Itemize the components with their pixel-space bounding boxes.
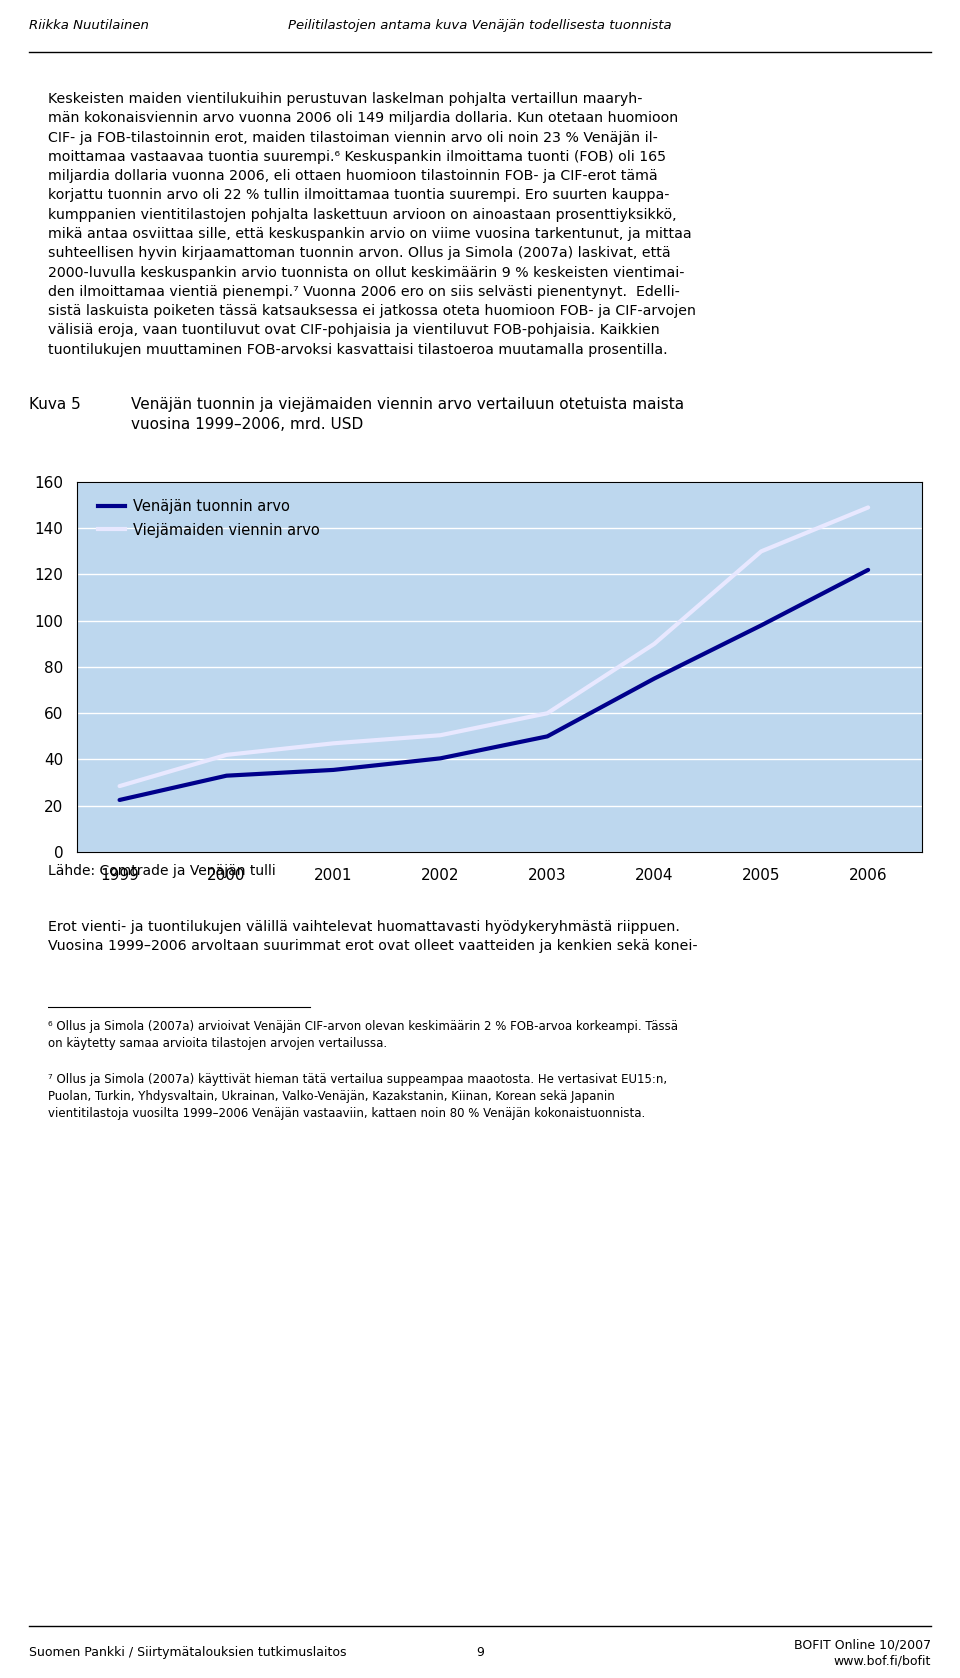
Text: Kuva 5: Kuva 5 (29, 398, 81, 413)
Text: Riikka Nuutilainen: Riikka Nuutilainen (29, 18, 149, 32)
Text: Lähde: Comtrade ja Venäjän tulli: Lähde: Comtrade ja Venäjän tulli (48, 864, 276, 878)
Text: 9: 9 (476, 1646, 484, 1660)
Text: Suomen Pankki / Siirtymätalouksien tutkimuslaitos: Suomen Pankki / Siirtymätalouksien tutki… (29, 1646, 347, 1660)
Legend: Venäjän tuonnin arvo, Viejämaiden viennin arvo: Venäjän tuonnin arvo, Viejämaiden vienni… (92, 493, 326, 544)
Text: ⁷ Ollus ja Simola (2007a) käyttivät hieman tätä vertailua suppeampaa maaotosta. : ⁷ Ollus ja Simola (2007a) käyttivät hiem… (48, 1072, 667, 1119)
Text: ⁶ Ollus ja Simola (2007a) arvioivat Venäjän CIF-arvon olevan keskimäärin 2 % FOB: ⁶ Ollus ja Simola (2007a) arvioivat Venä… (48, 1020, 678, 1050)
Text: Peilitilastojen antama kuva Venäjän todellisesta tuonnista: Peilitilastojen antama kuva Venäjän tode… (288, 18, 672, 32)
Text: Erot vienti- ja tuontilukujen välillä vaihtelevat huomattavasti hyödykeryhmästä : Erot vienti- ja tuontilukujen välillä va… (48, 920, 698, 953)
Text: Venäjän tuonnin ja viejämaiden viennin arvo vertailuun otetuista maista
vuosina : Venäjän tuonnin ja viejämaiden viennin a… (132, 398, 684, 431)
Text: Keskeisten maiden vientilukuihin perustuvan laskelman pohjalta vertaillun maaryh: Keskeisten maiden vientilukuihin perustu… (48, 92, 696, 357)
Text: BOFIT Online 10/2007
www.bof.fi/bofit: BOFIT Online 10/2007 www.bof.fi/bofit (794, 1638, 931, 1668)
